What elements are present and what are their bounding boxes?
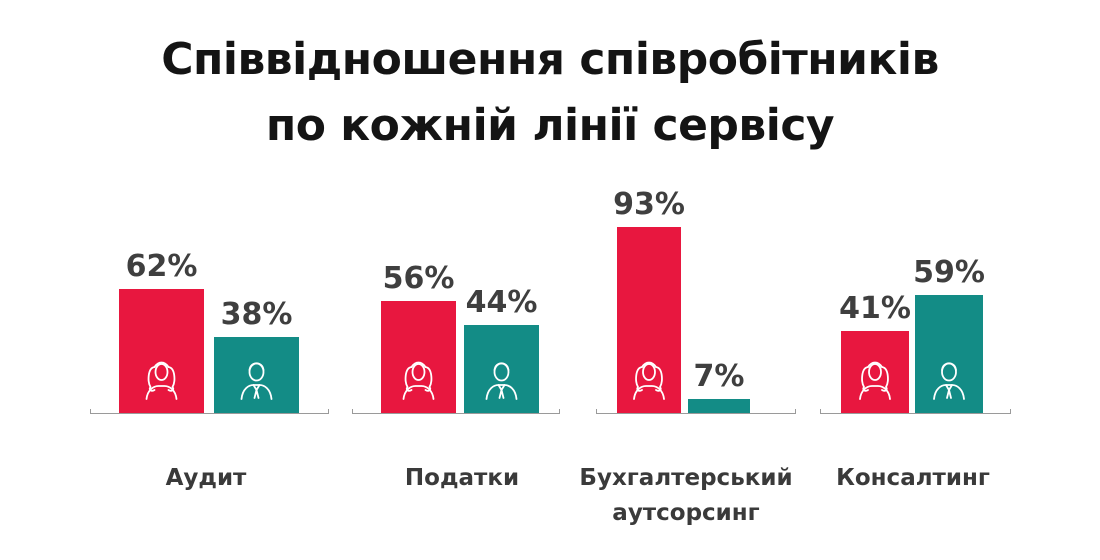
- bar-female: [841, 331, 909, 413]
- bar-female: [381, 301, 456, 413]
- woman-icon: [402, 361, 435, 400]
- category-label: Бухгалтерський: [579, 465, 792, 491]
- data-label: 62%: [126, 249, 198, 284]
- woman-icon: [859, 361, 891, 400]
- bar-female: [119, 289, 204, 413]
- category-label: Аудит: [166, 465, 247, 491]
- data-label: 44%: [466, 285, 538, 320]
- category-label: Податки: [405, 465, 519, 491]
- data-label: 38%: [221, 297, 293, 332]
- bar-group: 62% 38% Аудит: [90, 249, 329, 491]
- woman-icon: [145, 361, 178, 400]
- category-label: Консалтинг: [836, 465, 990, 491]
- category-label: аутсорсинг: [612, 500, 759, 526]
- data-label: 59%: [913, 255, 985, 290]
- bar-group: 56% 44% Податки: [352, 261, 560, 491]
- bar-male: [688, 399, 750, 413]
- chart-title-line-1: Співвідношення співробітників: [161, 34, 939, 85]
- data-label: 56%: [383, 261, 455, 296]
- man-icon: [933, 362, 965, 400]
- data-label: 41%: [839, 291, 911, 326]
- bar-male: [464, 325, 539, 413]
- man-icon: [240, 362, 273, 400]
- bar-group: 41%59% Консалтинг: [820, 255, 1011, 491]
- bar-male: [214, 337, 299, 413]
- man-icon: [485, 362, 518, 400]
- bar-group: 93% 7% Бухгалтерський аутсорсинг: [579, 187, 796, 526]
- woman-icon: [633, 361, 665, 400]
- bar-male: [915, 295, 983, 413]
- data-label: 93%: [613, 187, 685, 222]
- bar-female: [617, 227, 681, 413]
- data-label: 7%: [694, 359, 745, 394]
- chart-title-line-2: по кожній лінії сервісу: [265, 100, 835, 151]
